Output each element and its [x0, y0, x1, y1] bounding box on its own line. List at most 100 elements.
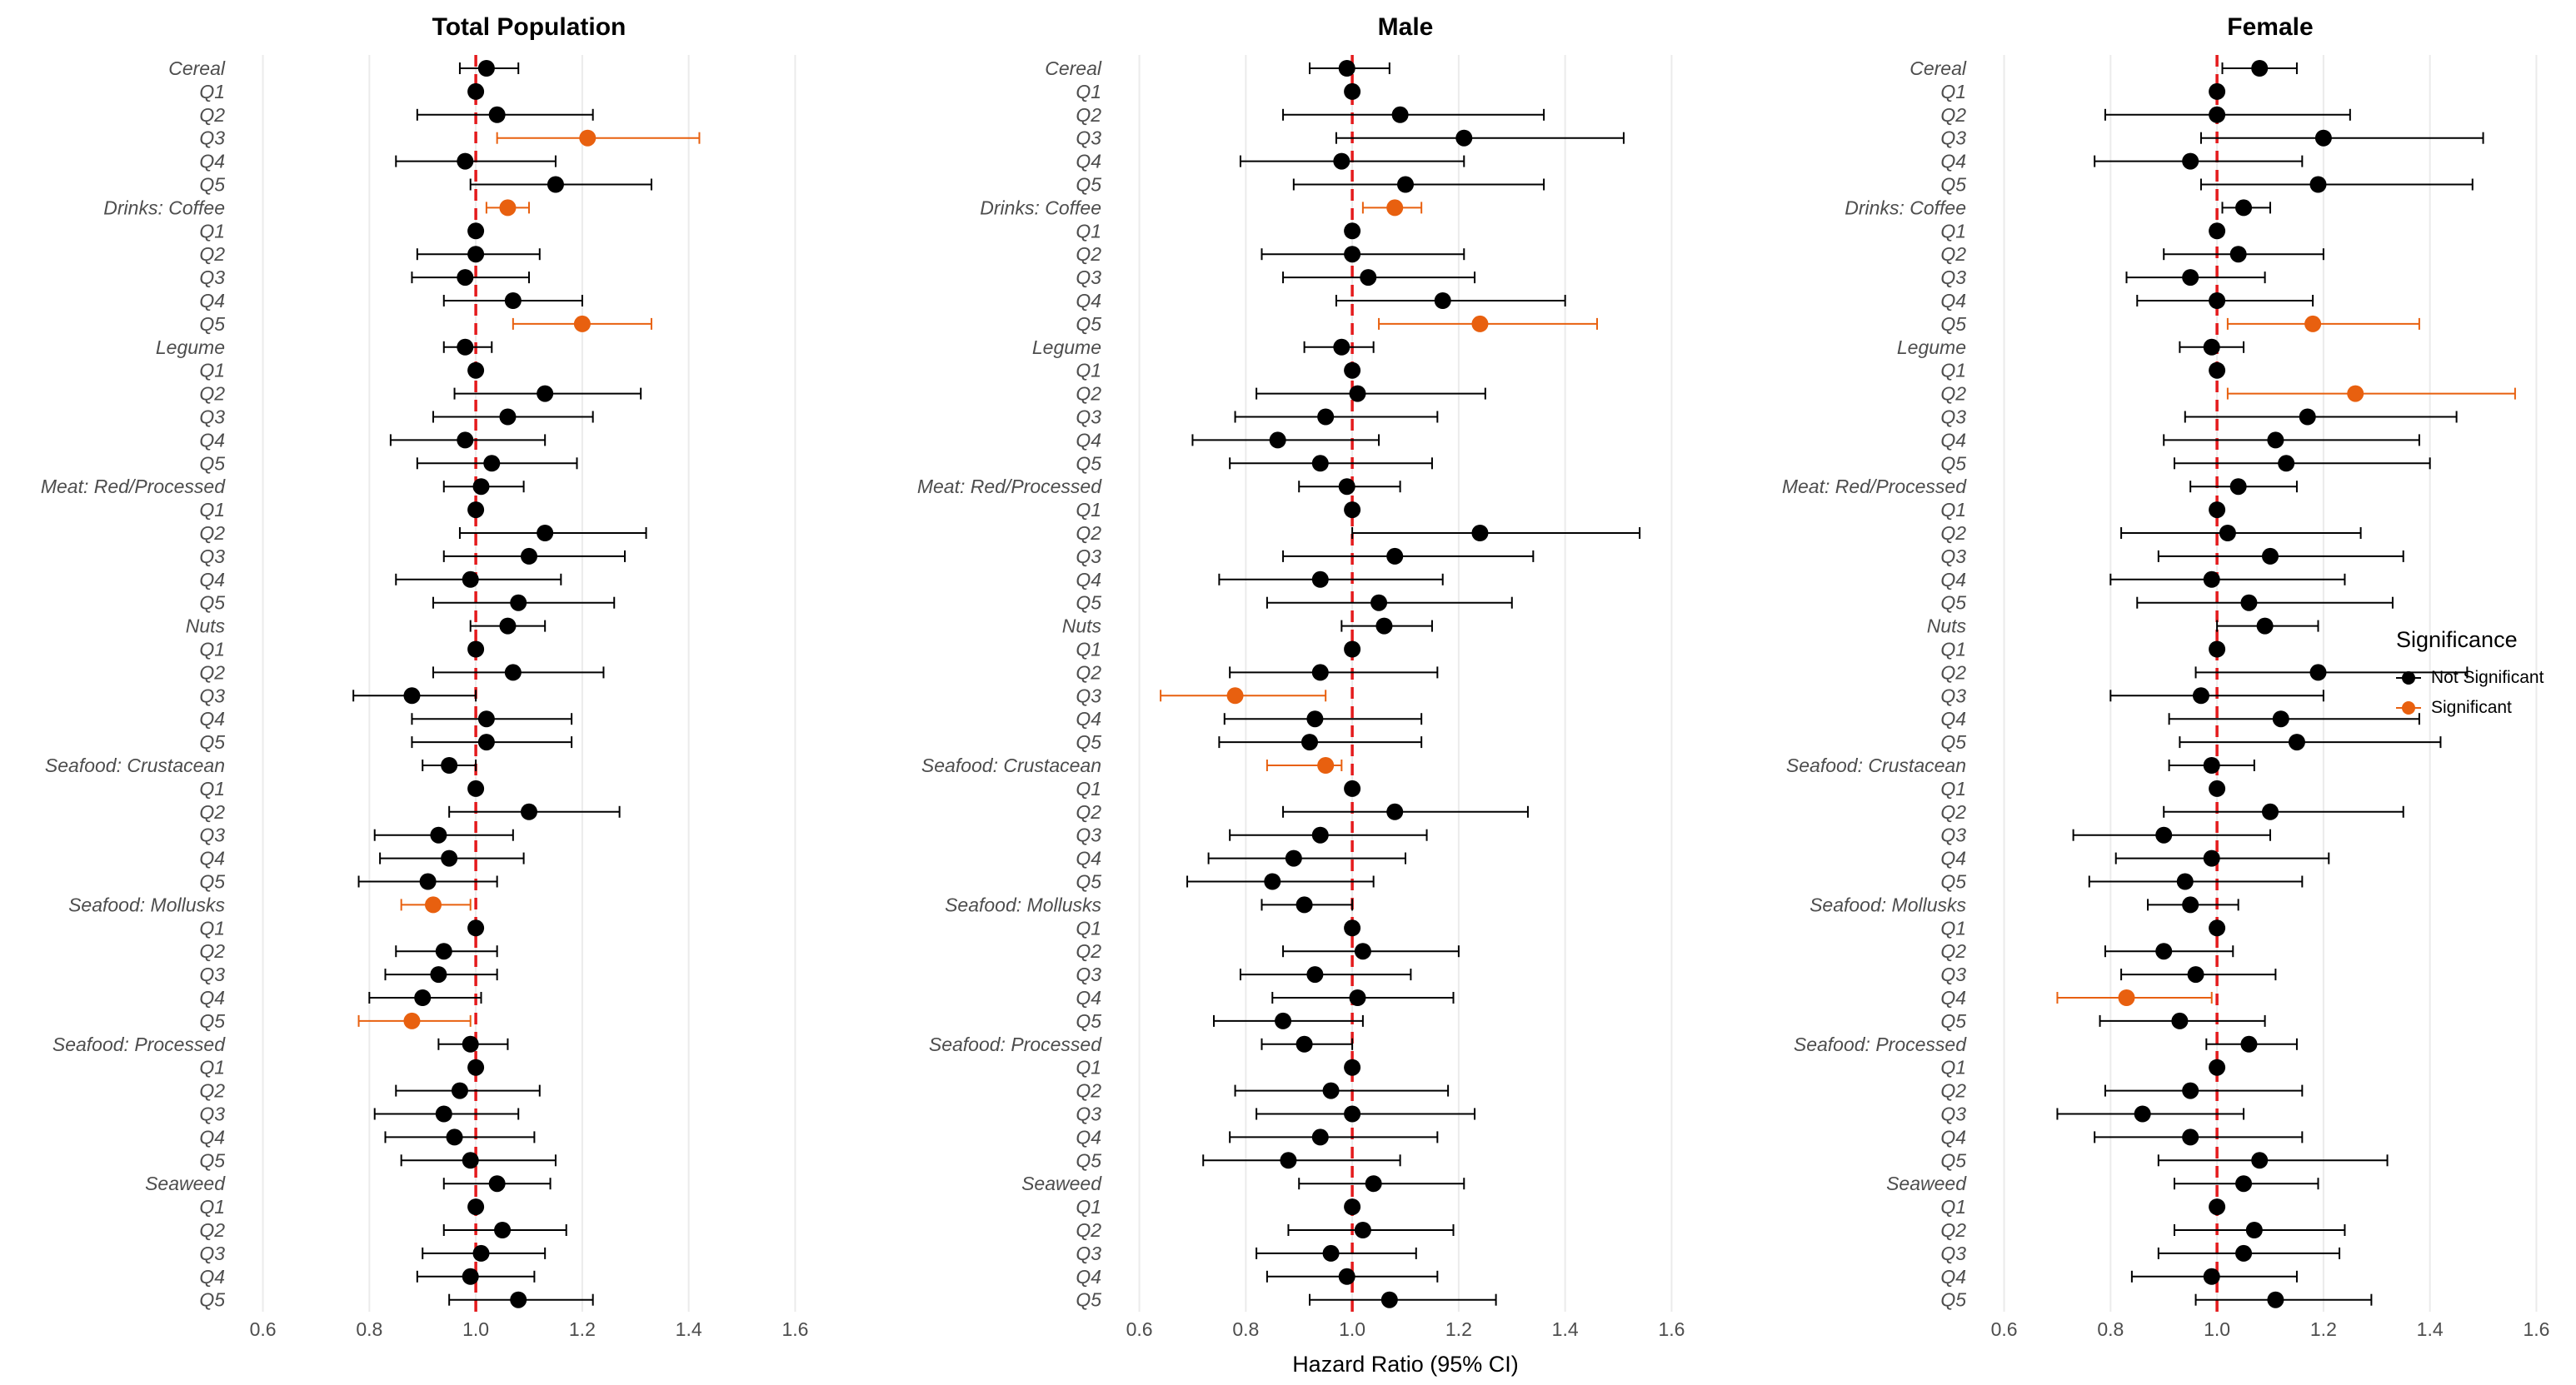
- row-label-male-35: Q5: [1076, 871, 1101, 893]
- point-female-14: [2347, 385, 2364, 402]
- row-label-total-population-3: Q3: [199, 127, 225, 149]
- point-male-31: [1344, 780, 1361, 797]
- point-total-population-13: [467, 361, 485, 379]
- row-label-total-population-8: Q2: [199, 243, 225, 265]
- row-label-total-population-41: Q5: [199, 1010, 225, 1032]
- row-label-female-25: Q1: [1940, 639, 1966, 660]
- row-label-male-27: Q3: [1076, 685, 1101, 706]
- point-total-population-0: [477, 60, 495, 77]
- point-female-45: [2134, 1105, 2151, 1123]
- row-label-male-14: Q2: [1076, 383, 1101, 405]
- row-label-male-30: Seafood: Crustacean: [921, 755, 1101, 776]
- row-label-total-population-44: Q2: [199, 1080, 225, 1102]
- point-male-37: [1344, 919, 1361, 937]
- row-label-female-2: Q2: [1940, 104, 1966, 126]
- point-total-population-10: [504, 292, 522, 309]
- point-total-population-16: [457, 431, 474, 449]
- row-label-female-29: Q5: [1940, 731, 1966, 753]
- row-label-female-36: Seafood: Mollusks: [1810, 894, 1966, 915]
- row-label-male-26: Q2: [1076, 661, 1101, 683]
- point-female-44: [2182, 1082, 2199, 1099]
- row-label-male-17: Q5: [1076, 452, 1101, 474]
- point-total-population-20: [537, 525, 554, 541]
- row-label-female-23: Q5: [1940, 592, 1966, 614]
- point-total-population-8: [467, 246, 485, 263]
- row-label-male-3: Q3: [1076, 127, 1101, 149]
- row-label-total-population-37: Q1: [199, 917, 225, 939]
- point-female-16: [2267, 431, 2284, 449]
- point-male-4: [1333, 152, 1350, 170]
- point-female-0: [2251, 60, 2269, 77]
- point-female-36: [2182, 896, 2199, 914]
- row-label-female-18: Meat: Red/Processed: [1782, 476, 1967, 497]
- row-label-total-population-50: Q2: [199, 1219, 225, 1241]
- row-label-female-31: Q1: [1940, 778, 1966, 800]
- point-male-27: [1226, 687, 1244, 705]
- point-total-population-24: [499, 617, 517, 635]
- legend-item-significant: Significant: [2396, 695, 2512, 720]
- row-label-female-19: Q1: [1940, 499, 1966, 521]
- row-label-total-population-39: Q3: [199, 964, 225, 985]
- row-label-total-population-38: Q2: [199, 940, 225, 962]
- row-label-male-43: Q1: [1076, 1057, 1101, 1079]
- point-male-20: [1471, 525, 1489, 541]
- row-label-male-1: Q1: [1076, 81, 1101, 102]
- point-total-population-14: [537, 385, 554, 402]
- point-female-22: [2203, 570, 2220, 588]
- point-male-28: [1306, 710, 1324, 728]
- row-label-male-28: Q4: [1076, 708, 1101, 730]
- point-total-population-34: [441, 849, 458, 867]
- row-label-male-50: Q2: [1076, 1219, 1101, 1241]
- row-label-total-population-53: Q5: [199, 1289, 225, 1311]
- point-total-population-21: [521, 547, 537, 565]
- row-label-male-22: Q4: [1076, 569, 1101, 590]
- row-label-female-39: Q3: [1940, 964, 1966, 985]
- point-female-1: [2209, 82, 2226, 100]
- row-label-female-50: Q2: [1940, 1219, 1966, 1241]
- point-male-26: [1311, 664, 1329, 681]
- point-total-population-33: [430, 826, 447, 844]
- row-label-total-population-46: Q4: [199, 1126, 225, 1148]
- row-label-total-population-24: Nuts: [186, 615, 226, 637]
- row-label-male-12: Legume: [1032, 336, 1101, 358]
- point-male-3: [1455, 129, 1473, 147]
- point-male-53: [1380, 1291, 1398, 1308]
- point-total-population-29: [477, 734, 495, 751]
- point-total-population-6: [499, 199, 517, 217]
- point-total-population-45: [435, 1105, 452, 1123]
- point-male-12: [1333, 338, 1350, 356]
- point-male-40: [1349, 989, 1366, 1006]
- point-male-43: [1344, 1059, 1361, 1076]
- row-label-female-10: Q4: [1940, 290, 1966, 311]
- point-total-population-35: [419, 873, 437, 890]
- row-label-female-20: Q2: [1940, 522, 1966, 544]
- row-label-total-population-32: Q2: [199, 801, 225, 823]
- point-total-population-3: [579, 129, 597, 147]
- row-label-total-population-11: Q5: [199, 313, 225, 335]
- point-total-population-18: [472, 478, 490, 496]
- point-female-15: [2299, 408, 2316, 426]
- point-total-population-23: [510, 594, 527, 611]
- point-male-42: [1295, 1035, 1313, 1053]
- point-total-population-1: [467, 82, 485, 100]
- row-label-female-53: Q5: [1940, 1289, 1966, 1311]
- point-male-32: [1386, 803, 1404, 820]
- point-total-population-12: [457, 338, 474, 356]
- point-female-25: [2209, 640, 2226, 658]
- row-label-total-population-13: Q1: [199, 360, 225, 381]
- row-label-female-0: Cereal: [1910, 57, 1967, 79]
- row-label-female-21: Q3: [1940, 546, 1966, 567]
- point-male-44: [1322, 1082, 1340, 1099]
- point-female-3: [2314, 129, 2332, 147]
- point-female-48: [2235, 1175, 2253, 1193]
- legend-key-not-significant: [2396, 665, 2421, 690]
- point-female-51: [2235, 1244, 2253, 1262]
- point-male-11: [1471, 315, 1489, 332]
- row-label-total-population-51: Q3: [199, 1243, 225, 1264]
- row-label-male-44: Q2: [1076, 1080, 1101, 1102]
- point-female-42: [2240, 1035, 2258, 1053]
- point-female-17: [2278, 455, 2295, 472]
- point-total-population-27: [403, 687, 421, 705]
- row-label-total-population-47: Q5: [199, 1149, 225, 1171]
